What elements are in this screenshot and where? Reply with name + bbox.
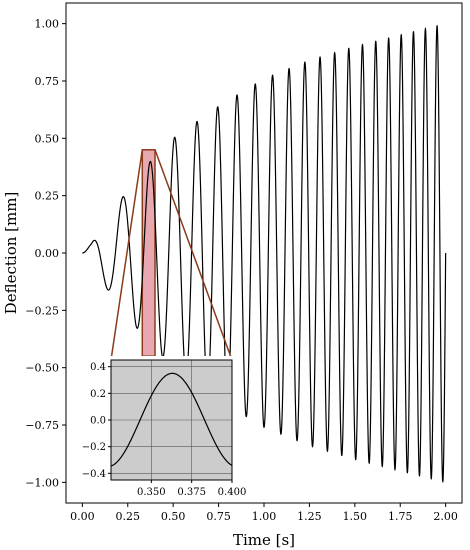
x-tick-label: 2.00 (433, 510, 458, 523)
inset-y-tick-label: −0.4 (82, 469, 106, 480)
x-tick-label: 0.75 (206, 510, 231, 523)
inset-series-line (110, 372, 233, 467)
main-ticks: 0.00 0.25 0.50 0.75 1.00 1.25 1.50 1.75 2.00 −1.0… (25, 18, 458, 523)
y-tick-label: 0.75 (35, 75, 60, 88)
zoom-connector-right (154, 149, 233, 361)
x-tick-label: 0.25 (116, 510, 141, 523)
y-tick-label: 0.25 (35, 190, 60, 203)
inset-x-tick-label: 0.350 (137, 487, 166, 498)
y-tick-label: 0.50 (35, 132, 60, 145)
y-tick-label: −0.50 (25, 362, 59, 375)
zoom-connector-left (110, 149, 144, 361)
deflection-series-line (82, 25, 447, 483)
inset-chart: 0.350 0.375 0.400 −0.4 −0.2 0.0 0.2 0.4 (71, 356, 246, 500)
inset-x-tick-label: 0.400 (218, 487, 247, 498)
x-tick-label: 1.75 (388, 510, 413, 523)
x-tick-label: 1.00 (252, 510, 277, 523)
y-tick-label: −0.25 (25, 304, 59, 317)
inset-y-tick-label: 0.0 (90, 416, 106, 427)
x-tick-label: 1.25 (297, 510, 322, 523)
x-axis-label: Time [s] (233, 531, 295, 549)
x-tick-label: 1.50 (343, 510, 368, 523)
inset-x-tick-label: 0.375 (177, 487, 206, 498)
inset-y-tick-label: 0.4 (90, 362, 106, 373)
y-tick-label: 0.00 (35, 247, 60, 260)
series-group (82, 25, 447, 483)
x-tick-label: 0.50 (161, 510, 186, 523)
y-axis-label: Deflection [mm] (2, 192, 20, 315)
y-tick-label: −0.75 (25, 419, 59, 432)
inset-y-tick-label: −0.2 (82, 442, 106, 453)
inset-y-tick-label: 0.2 (90, 389, 106, 400)
x-tick-label: 0.00 (70, 510, 95, 523)
y-tick-label: 1.00 (35, 18, 60, 31)
y-tick-label: −1.00 (25, 476, 59, 489)
